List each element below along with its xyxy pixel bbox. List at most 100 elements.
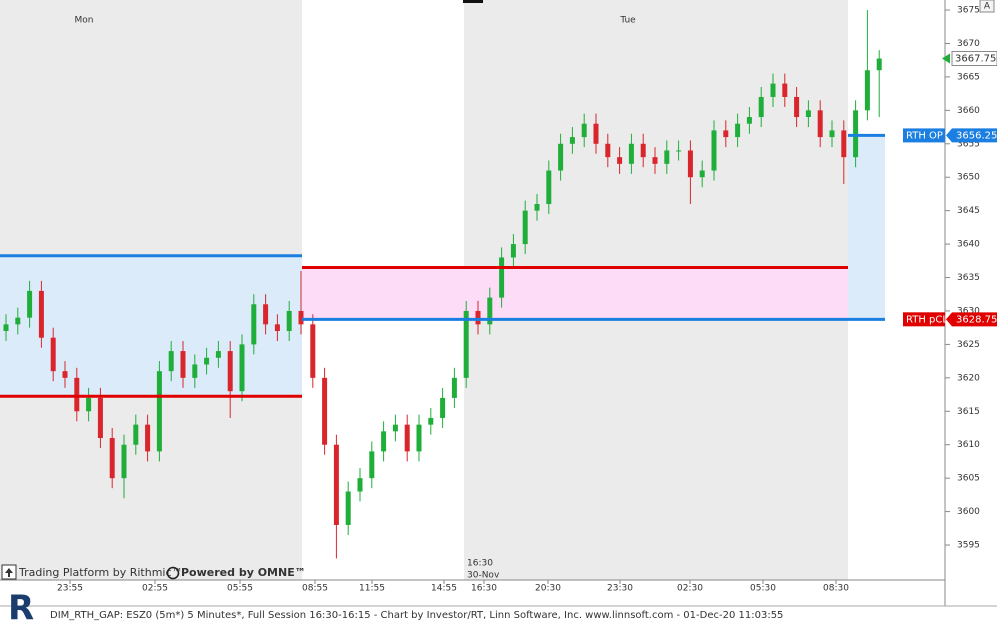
level-price: 3628.75 [956,314,997,325]
last-price-tag [951,51,997,67]
candle-body [463,310,469,378]
candle-body [369,451,375,479]
x-tick-label: 23:55 [57,584,83,594]
candle-body [333,444,339,525]
y-tick-label: 3625 [957,340,980,350]
candle-body [15,317,21,325]
candle-body [782,83,788,97]
candle-body [794,96,800,118]
x-tick-label: 08:55 [302,584,328,594]
y-tick-label: 3595 [957,541,980,551]
y-tick-label: 3650 [957,173,980,183]
candle-body [381,431,387,452]
candle-body [475,310,481,325]
open-zone [848,135,885,320]
candle-body [687,150,693,178]
session-label: Mon [75,16,94,26]
candle-body [876,58,882,71]
branding-arrow [5,568,13,577]
candle-body [50,337,56,372]
session-open-date: 30-Nov [467,571,500,581]
last-price-arrow [942,53,950,64]
x-tick-label: 11:55 [359,584,385,594]
candle-body [345,491,351,525]
x-tick-label: 05:30 [750,584,776,594]
candle-body [3,324,9,332]
candle-body [546,170,552,204]
candle-body [145,424,151,452]
candle-body [404,424,410,452]
candle-body [522,210,528,245]
candle-body [569,137,575,144]
candle-body [286,310,292,332]
plot-area: Mon Tue 16:30 30-Nov [0,0,885,581]
candle-body [510,244,516,258]
y-tick-label: 3610 [957,440,980,450]
candle-body [829,130,835,138]
candle-body [86,397,92,412]
candle-body [428,417,434,425]
candle-body [853,110,859,158]
x-tick-label: 08:30 [823,584,849,594]
candle-body [310,324,316,378]
candle-body [817,110,823,138]
candle-body [581,123,587,138]
candle-body [652,157,658,164]
candle-body [499,257,505,298]
y-tick-label: 3655 [957,139,980,149]
x-tick-label: 16:30 [471,584,497,594]
candle-body [180,351,186,378]
candle-body [758,96,764,118]
y-tick-label: 3660 [957,106,980,116]
candle-body [109,438,115,479]
candle-body [156,371,162,452]
level-price-tag [946,128,997,143]
candle-body [274,324,280,332]
y-tick-label: 3665 [957,72,980,82]
level-tag [903,128,945,143]
candle-body [617,157,623,164]
candle-body [38,290,44,338]
level-price: 3656.25 [956,130,997,141]
candle-body [605,143,611,158]
candle-body [97,397,103,439]
candle-body [699,170,705,178]
candle-body [628,143,634,164]
candle-body [392,424,398,432]
auto-button-label[interactable]: A [984,2,991,12]
y-tick-label: 3670 [957,39,980,49]
candle-body [487,297,493,325]
footer-text: DIM_RTH_GAP: ESZ0 (5m*) 5 Minutes*, Full… [50,610,783,621]
y-tick-label: 3640 [957,240,980,250]
x-tick-label: 23:30 [607,584,633,594]
candle-body [746,117,752,124]
gap-zone [302,267,848,320]
candle-body [723,130,729,138]
candle-body [711,130,717,171]
candle-body [298,310,304,325]
y-tick-label: 3600 [957,507,980,517]
candle-body [416,424,422,452]
y-tick-label: 3630 [957,306,980,316]
candle-body [168,351,174,372]
y-tick-label: 3635 [957,273,980,283]
candle-body [227,351,233,392]
candle-body [735,123,741,138]
level-name: RTH OP [906,130,943,141]
x-tick-label: 02:30 [677,584,703,594]
candle-body [558,143,564,171]
x-tick-label: 14:55 [431,584,457,594]
y-tick-label: 3675 [957,6,980,16]
candle-body [593,123,599,144]
candle-body [251,304,257,345]
level-price-tag [946,312,997,327]
auto-button[interactable] [979,0,995,13]
branding-omne: Powered by OMNE™ [181,566,306,579]
candle-body [192,364,198,378]
session-open-time: 16:30 [467,559,493,569]
candle-body [263,304,269,325]
candle-body [121,444,127,479]
prior-gap-zone [0,255,302,397]
candle-body [841,130,847,158]
